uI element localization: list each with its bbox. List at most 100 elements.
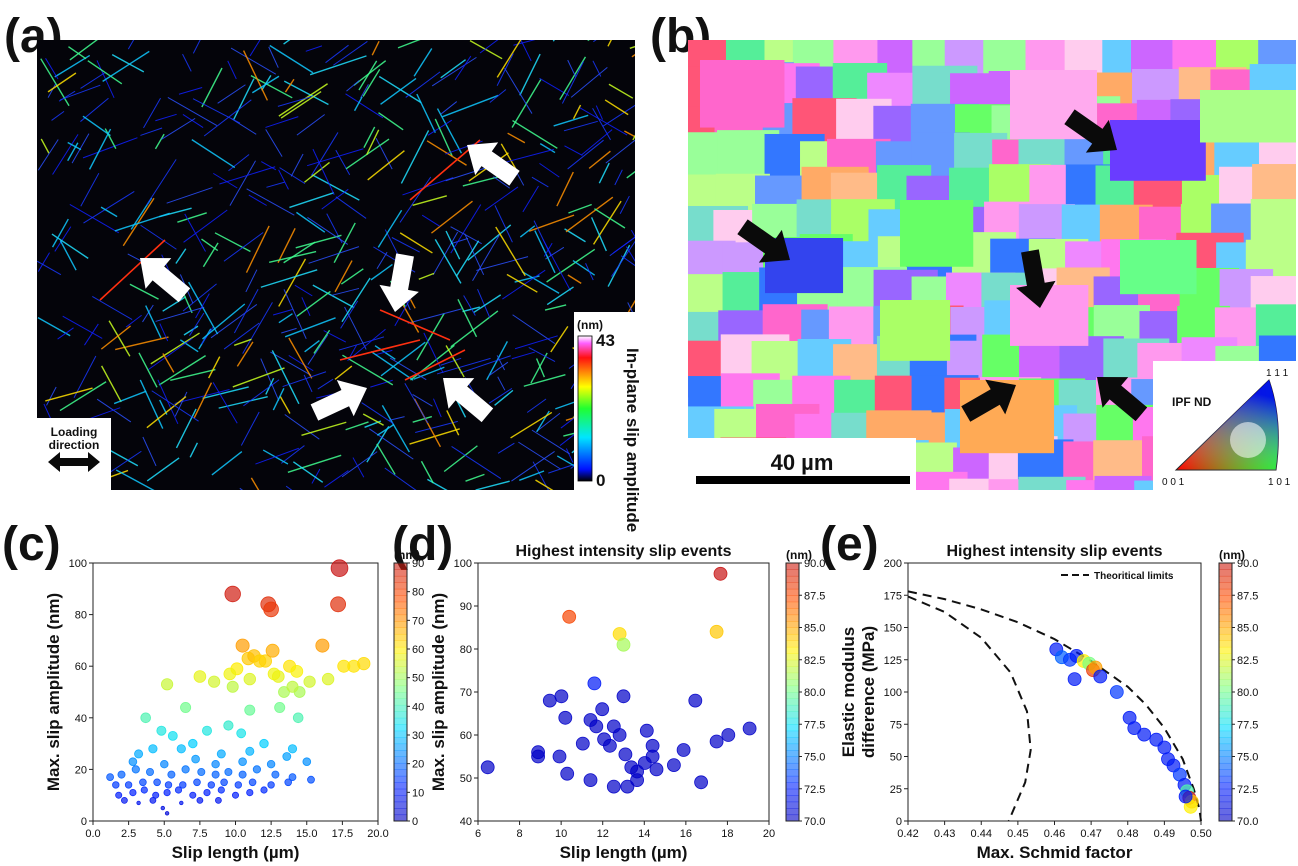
slip-trace [195, 293, 210, 319]
colorbar-segment [1219, 769, 1232, 777]
y-tick-label: 20 [75, 764, 87, 776]
colorbar-segment [786, 808, 799, 816]
data-point [180, 702, 192, 714]
slip-trace [346, 80, 360, 92]
slip-trace [37, 316, 71, 337]
data-point [211, 760, 220, 769]
colorbar-segment [1219, 563, 1232, 570]
slip-trace [201, 238, 219, 252]
slip-trace [500, 143, 517, 170]
slip-trace [266, 181, 285, 188]
slip-trace [326, 213, 343, 244]
slip-trace-high [409, 139, 481, 201]
slip-trace [201, 67, 223, 108]
slip-trace [440, 357, 462, 366]
slip-trace [570, 66, 608, 98]
slip-trace [473, 294, 502, 313]
colorbar-segment [786, 575, 799, 583]
slip-trace [488, 361, 509, 377]
slip-trace [188, 281, 219, 335]
slip-trace [511, 351, 535, 360]
slip-trace [399, 232, 433, 254]
data-point [267, 781, 275, 789]
slip-trace [587, 40, 590, 42]
slip-trace [305, 45, 323, 52]
grain [949, 478, 1011, 490]
slip-trace [51, 218, 69, 248]
slip-trace [230, 47, 277, 75]
slip-trace [442, 94, 499, 118]
slip-trace [391, 237, 420, 253]
slip-trace [595, 105, 604, 120]
x-tick-label: 0.48 [1117, 828, 1138, 840]
x-tick-label: 0.44 [971, 828, 992, 840]
colorbar-segment [1219, 782, 1232, 790]
slip-trace [594, 208, 626, 229]
colorbar-segment [394, 711, 407, 719]
slip-trace [143, 97, 161, 129]
slip-trace [177, 212, 207, 223]
data-point [676, 743, 691, 757]
scalebar: 40 µm [688, 438, 916, 490]
colorbar-segment [1219, 640, 1232, 648]
slip-trace [175, 408, 197, 449]
slip-trace [496, 40, 522, 78]
data-point [164, 781, 173, 789]
slip-trace [469, 40, 503, 60]
slip-trace [290, 153, 304, 177]
slip-trace [73, 355, 97, 398]
slip-trace [80, 172, 100, 207]
grain [988, 479, 1042, 490]
slip-trace [233, 78, 255, 120]
colorbar-segment [1219, 698, 1232, 706]
colorbar-segment [786, 653, 799, 661]
slip-trace [175, 248, 187, 264]
data-point [128, 757, 138, 766]
slip-trace [342, 354, 394, 386]
x-tick-label: 0.49 [1154, 828, 1175, 840]
data-point [216, 749, 226, 759]
data-point [189, 791, 197, 799]
slip-trace [278, 258, 307, 307]
slip-trace [129, 283, 159, 300]
ipf-top-label: 1 1 1 [1266, 368, 1289, 379]
slip-trace [312, 148, 335, 196]
slip-trace [358, 60, 378, 91]
data-point [266, 760, 276, 769]
slip-trace [280, 90, 322, 119]
slip-trace [412, 394, 433, 407]
colorbar-segment [786, 698, 799, 706]
colorbar-segment [1219, 621, 1232, 628]
y-tick-label: 40 [75, 713, 87, 725]
colorbar-segment [394, 750, 407, 757]
data-point [246, 788, 254, 797]
colorbar-tick-label: 75.0 [804, 752, 825, 764]
slip-trace [251, 75, 280, 94]
slip-trace [304, 339, 320, 353]
slip-trace [203, 99, 252, 137]
slip-trace [590, 217, 607, 252]
slip-trace [542, 239, 571, 292]
slip-trace [535, 479, 554, 490]
slip-trace [416, 312, 445, 361]
slip-trace [593, 40, 597, 43]
slip-trace [210, 304, 258, 339]
slip-trace [413, 366, 445, 380]
y-tick-label: 100 [884, 687, 902, 699]
colorbar-segment [394, 743, 407, 751]
slip-trace [432, 231, 459, 276]
slip-trace [565, 448, 574, 463]
slip-trace [45, 58, 59, 80]
slip-trace [151, 390, 199, 422]
colorbar-segment [1219, 633, 1232, 641]
slip-trace [174, 391, 188, 417]
x-tick-label: 0.45 [1007, 828, 1028, 840]
slip-trace [140, 127, 163, 136]
colorbar-segment [786, 601, 799, 609]
slip-trace [400, 130, 430, 184]
data-point [140, 712, 152, 724]
y-axis-label-line2: difference (MPa) [859, 626, 878, 758]
arrow-icon [140, 258, 191, 303]
data-point [253, 654, 267, 668]
data-point [307, 775, 315, 784]
